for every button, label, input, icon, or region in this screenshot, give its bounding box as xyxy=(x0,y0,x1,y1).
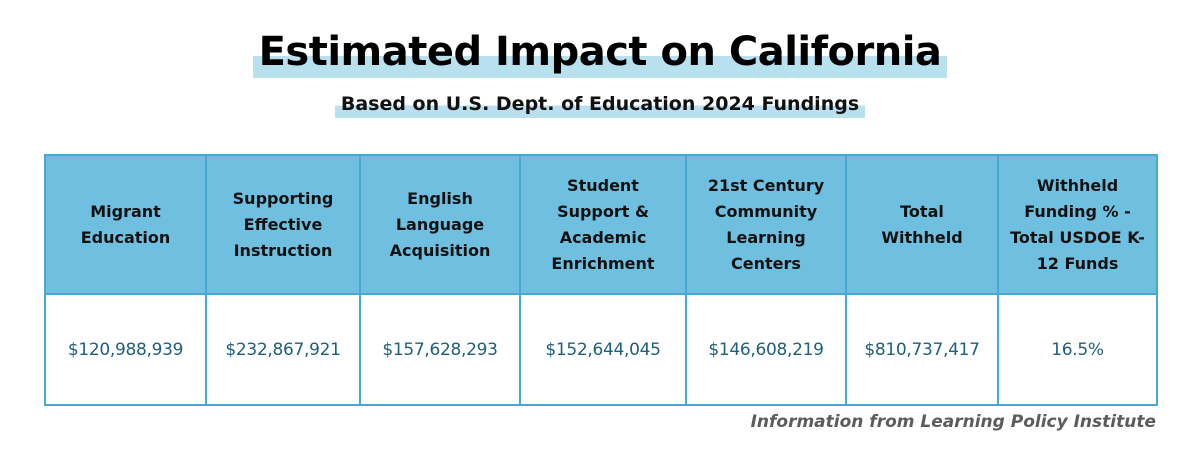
header-english-language-acquisition: English Language Acquisition xyxy=(359,154,521,295)
cell-supporting-effective-instruction: $232,867,921 xyxy=(205,293,361,406)
chart-title: Estimated Impact on California xyxy=(252,26,948,78)
subtitle-wrapper: Based on U.S. Dept. of Education 2024 Fu… xyxy=(0,90,1200,118)
cell-english-language-acquisition: $157,628,293 xyxy=(359,293,521,406)
table-row: $120,988,939 $232,867,921 $157,628,293 $… xyxy=(44,293,1158,406)
funding-table: Migrant Education Supporting Effective I… xyxy=(44,154,1158,406)
cell-total-withheld: $810,737,417 xyxy=(845,293,999,406)
header-migrant-education: Migrant Education xyxy=(44,154,207,295)
header-supporting-effective-instruction: Supporting Effective Instruction xyxy=(205,154,361,295)
header-withheld-funding-percent: Withheld Funding % - Total USDOE K-12 Fu… xyxy=(997,154,1158,295)
source-note: Information from Learning Policy Institu… xyxy=(750,412,1156,432)
cell-migrant-education: $120,988,939 xyxy=(44,293,207,406)
header-21st-century-community-learning-centers: 21st Century Community Learning Centers xyxy=(685,154,847,295)
header-total-withheld: Total Withheld xyxy=(845,154,999,295)
cell-21st-century-community-learning-centers: $146,608,219 xyxy=(685,293,847,406)
chart-subtitle: Based on U.S. Dept. of Education 2024 Fu… xyxy=(334,90,866,118)
header-row: Migrant Education Supporting Effective I… xyxy=(44,154,1158,295)
cell-withheld-funding-percent: 16.5% xyxy=(997,293,1158,406)
header-student-support-academic-enrichment: Student Support & Academic Enrichment xyxy=(519,154,687,295)
cell-student-support-academic-enrichment: $152,644,045 xyxy=(519,293,687,406)
title-wrapper: Estimated Impact on California xyxy=(0,26,1200,78)
